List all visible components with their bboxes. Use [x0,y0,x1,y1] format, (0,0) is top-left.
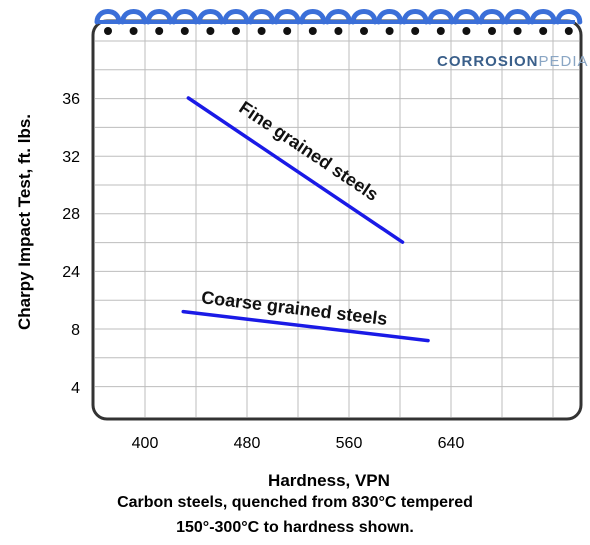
spiral-loop [171,9,199,25]
spiral-loop [324,9,352,25]
spiral-loop [273,9,301,25]
spiral-loop [299,9,327,25]
spiral-loop [350,9,378,25]
spiral-hole [232,27,240,35]
spiral-loop [145,9,173,25]
spiral-binding [94,9,583,35]
spiral-hole [308,27,317,35]
y-axis-label: Charpy Impact Test, ft. lbs. [15,114,34,330]
spiral-loop [427,9,455,25]
spiral-loop [94,9,122,25]
spiral-hole [411,27,420,35]
spiral-hole [129,27,138,35]
x-tick-label: 640 [438,435,465,452]
x-axis-ticks: 400 480 560 640 [132,435,465,452]
spiral-hole [180,27,189,35]
spiral-hole [360,27,368,35]
caption-line-1: Carbon steels, quenched from 830°C tempe… [117,494,473,511]
spiral-hole [513,27,522,35]
spiral-hole [436,27,445,35]
spiral-hole [488,27,496,35]
spiral-loop [555,9,583,25]
y-axis-ticks: 36 32 28 24 8 4 [62,91,80,397]
spiral-hole [564,27,573,35]
notepad-frame [91,19,583,421]
x-tick-label: 480 [234,435,261,452]
spiral-hole [104,27,112,35]
spiral-hole [385,27,394,35]
y-tick-label: 36 [62,91,80,108]
spiral-loop [401,9,429,25]
y-tick-label: 24 [62,264,80,281]
series-line-fine-grained [186,96,405,244]
spiral-loop [478,9,506,25]
y-tick-label: 8 [71,322,80,339]
spiral-hole [334,27,343,35]
x-axis-label: Hardness, VPN [268,471,390,490]
spiral-loop [504,9,532,25]
spiral-hole [283,27,292,35]
spiral-loop [120,9,148,25]
spiral-hole [462,27,471,35]
spiral-hole [257,27,266,35]
x-tick-label: 560 [336,435,363,452]
y-tick-label: 28 [62,206,80,223]
brand-logo-part1: CORROSION [437,53,539,70]
brand-logo: CORROSIONPEDIA [437,53,589,70]
spiral-loop [376,9,404,25]
spiral-loop [529,9,557,25]
y-tick-label: 32 [62,149,80,166]
brand-logo-part2: PEDIA [539,53,589,70]
spiral-loop [222,9,250,25]
spiral-loop [248,9,276,25]
spiral-hole [155,27,164,35]
spiral-loop [196,9,224,25]
series-line-coarse-grained [181,309,430,343]
x-tick-label: 400 [132,435,159,452]
spiral-loop [452,9,480,25]
caption-line-2: 150°-300°C to hardness shown. [176,519,414,536]
spiral-hole [539,27,548,35]
y-tick-label: 4 [71,380,80,397]
spiral-hole [206,27,215,35]
grid [95,23,579,417]
